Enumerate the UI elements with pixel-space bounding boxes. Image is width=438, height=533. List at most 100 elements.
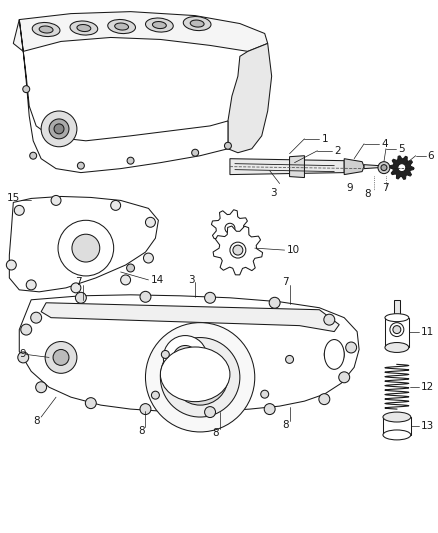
Text: 7: 7: [282, 277, 289, 287]
Ellipse shape: [190, 20, 204, 27]
Circle shape: [264, 403, 275, 415]
Circle shape: [14, 205, 24, 215]
Polygon shape: [344, 159, 364, 175]
Circle shape: [145, 217, 155, 227]
Text: 8: 8: [364, 189, 371, 199]
Circle shape: [7, 260, 16, 270]
Text: 10: 10: [286, 245, 300, 255]
Circle shape: [185, 362, 215, 392]
Circle shape: [161, 351, 170, 358]
Text: 2: 2: [334, 146, 341, 156]
Ellipse shape: [385, 314, 409, 321]
Circle shape: [163, 336, 207, 379]
Circle shape: [230, 242, 246, 258]
Circle shape: [346, 342, 357, 353]
Circle shape: [173, 345, 197, 369]
Text: 7: 7: [382, 183, 389, 193]
Text: 7: 7: [76, 277, 82, 287]
Bar: [383, 417, 411, 435]
Text: 1: 1: [321, 134, 328, 144]
Circle shape: [144, 253, 153, 263]
Circle shape: [286, 356, 293, 364]
Circle shape: [339, 372, 350, 383]
Text: 9: 9: [19, 350, 26, 359]
Polygon shape: [230, 159, 344, 175]
Polygon shape: [19, 20, 228, 173]
Circle shape: [41, 111, 77, 147]
Ellipse shape: [145, 18, 173, 32]
Ellipse shape: [77, 25, 91, 31]
Ellipse shape: [183, 17, 211, 30]
Polygon shape: [390, 156, 414, 180]
Circle shape: [53, 350, 69, 365]
Polygon shape: [41, 303, 339, 332]
Ellipse shape: [383, 430, 411, 440]
Circle shape: [78, 162, 85, 169]
Circle shape: [54, 124, 64, 134]
Circle shape: [21, 324, 32, 335]
Text: 3: 3: [270, 189, 276, 198]
Circle shape: [140, 292, 151, 302]
Circle shape: [393, 326, 401, 334]
Text: 15: 15: [7, 193, 20, 204]
Text: 3: 3: [188, 275, 194, 285]
Circle shape: [225, 223, 235, 233]
Text: 5: 5: [398, 144, 404, 154]
Text: 4: 4: [381, 139, 388, 149]
Text: 8: 8: [213, 428, 219, 438]
Circle shape: [192, 149, 198, 156]
Bar: [385, 318, 409, 348]
Polygon shape: [213, 226, 263, 275]
Polygon shape: [364, 165, 394, 168]
Ellipse shape: [160, 347, 230, 402]
Ellipse shape: [32, 22, 60, 37]
Ellipse shape: [70, 21, 98, 35]
Text: 12: 12: [421, 382, 434, 392]
Circle shape: [140, 403, 151, 415]
Circle shape: [45, 342, 77, 373]
Circle shape: [381, 165, 387, 171]
Circle shape: [319, 394, 330, 405]
Circle shape: [71, 283, 81, 293]
Circle shape: [30, 152, 37, 159]
Circle shape: [145, 322, 255, 432]
Ellipse shape: [115, 23, 129, 30]
Circle shape: [23, 86, 30, 93]
Text: 6: 6: [427, 151, 434, 161]
Circle shape: [72, 234, 100, 262]
Text: 8: 8: [138, 426, 145, 436]
Circle shape: [127, 157, 134, 164]
Polygon shape: [290, 156, 304, 177]
Circle shape: [49, 119, 69, 139]
Text: 13: 13: [421, 421, 434, 431]
Polygon shape: [228, 43, 272, 153]
Circle shape: [31, 312, 42, 323]
Circle shape: [224, 142, 231, 149]
Circle shape: [127, 264, 134, 272]
Circle shape: [390, 322, 404, 336]
Circle shape: [18, 352, 29, 363]
Circle shape: [205, 292, 215, 303]
Circle shape: [120, 275, 131, 285]
Ellipse shape: [385, 343, 409, 352]
Circle shape: [324, 314, 335, 325]
Circle shape: [205, 407, 215, 417]
Circle shape: [378, 161, 390, 174]
Text: 8: 8: [33, 416, 39, 426]
Ellipse shape: [324, 340, 344, 369]
Text: 9: 9: [346, 183, 353, 193]
Circle shape: [26, 280, 36, 290]
Circle shape: [58, 220, 114, 276]
Circle shape: [85, 398, 96, 409]
Circle shape: [75, 292, 86, 303]
Text: 14: 14: [150, 275, 164, 285]
Ellipse shape: [39, 26, 53, 33]
Circle shape: [398, 164, 406, 172]
Circle shape: [261, 390, 268, 398]
Circle shape: [51, 196, 61, 205]
Polygon shape: [19, 295, 359, 412]
Ellipse shape: [152, 21, 166, 29]
Ellipse shape: [383, 412, 411, 422]
Ellipse shape: [108, 20, 135, 34]
Bar: [394, 300, 400, 318]
